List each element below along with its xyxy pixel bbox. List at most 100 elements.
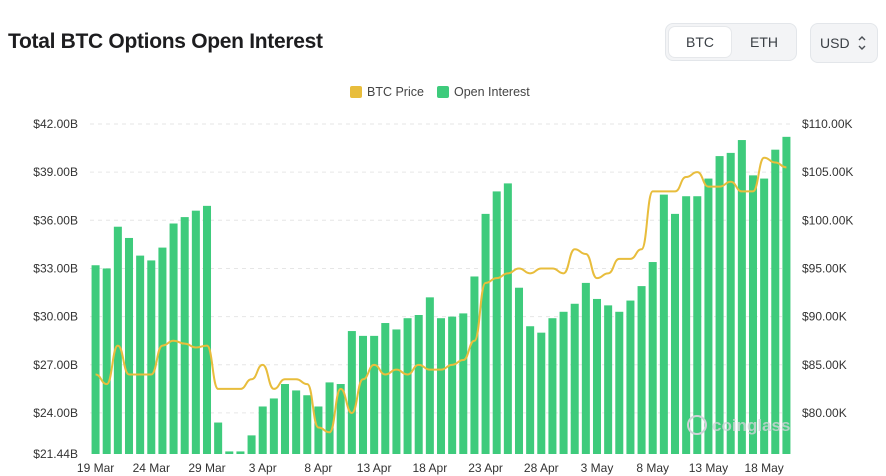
oi-bar	[202, 205, 212, 454]
oi-bar	[693, 196, 702, 455]
oi-bar	[147, 260, 156, 454]
legend-item-open-interest[interactable]: Open Interest	[437, 85, 530, 99]
currency-select[interactable]: USD	[810, 23, 878, 63]
oi-bar	[136, 255, 145, 454]
btc-price-line	[95, 156, 787, 434]
oi-bar	[448, 316, 457, 454]
oi-bar	[760, 178, 769, 454]
updown-chevron-icon	[858, 36, 866, 50]
x-tick-label: 29 Mar	[188, 461, 225, 475]
y-left-tick-label: $30.00B	[33, 310, 78, 324]
x-tick-label: 8 May	[636, 461, 669, 475]
oi-bar	[370, 335, 379, 454]
legend-swatch-open-interest	[437, 86, 449, 98]
y-right-tick-label: $85.00K	[802, 358, 847, 372]
y-right-tick-label: $95.00K	[802, 262, 847, 276]
oi-bar	[537, 332, 546, 454]
y-left-tick-label: $21.44B	[33, 447, 78, 461]
x-tick-label: 13 Apr	[357, 461, 392, 475]
oi-bar	[782, 136, 791, 454]
oi-bar	[191, 210, 200, 454]
oi-bar	[325, 382, 334, 454]
oi-bar	[225, 451, 234, 454]
currency-label: USD	[820, 35, 850, 51]
page-title: Total BTC Options Open Interest	[8, 30, 323, 53]
oi-bar	[748, 175, 758, 455]
oi-bar	[258, 406, 267, 454]
oi-bar	[392, 329, 401, 454]
oi-bar	[637, 286, 646, 454]
oi-bar	[548, 318, 557, 454]
y-right-tick-label: $100.00K	[802, 213, 853, 227]
legend-label-btc-price: BTC Price	[367, 85, 424, 99]
asset-toggle: BTC ETH	[665, 23, 797, 61]
oi-bar	[626, 300, 635, 454]
oi-bar	[492, 191, 501, 454]
oi-bar	[347, 331, 356, 454]
tab-eth[interactable]: ETH	[750, 34, 778, 50]
oi-bar	[514, 287, 524, 454]
y-right-tick-label: $110.00K	[802, 117, 853, 131]
chart-legend: BTC Price Open Interest	[0, 85, 886, 101]
oi-bar	[180, 217, 189, 454]
oi-bar	[247, 435, 256, 454]
tab-btc[interactable]: BTC	[669, 27, 731, 57]
oi-bar	[526, 326, 535, 454]
x-tick-label: 24 Mar	[133, 461, 170, 475]
y-left-tick-label: $39.00B	[33, 165, 78, 179]
oi-bar	[113, 226, 122, 454]
y-left-tick-label: $27.00B	[33, 358, 78, 372]
oi-bar	[615, 311, 624, 454]
oi-bar	[358, 335, 368, 454]
x-tick-label: 28 Apr	[524, 461, 559, 475]
legend-label-open-interest: Open Interest	[454, 85, 530, 99]
oi-bar	[659, 194, 668, 454]
oi-bar	[292, 390, 301, 454]
oi-bar	[102, 268, 111, 454]
x-tick-label: 19 Mar	[77, 461, 114, 475]
y-left-tick-label: $24.00B	[33, 406, 78, 420]
oi-bar	[459, 313, 468, 454]
oi-bar	[704, 178, 713, 454]
legend-item-btc-price[interactable]: BTC Price	[350, 85, 424, 99]
oi-bar	[314, 406, 323, 454]
y-left-tick-label: $33.00B	[33, 261, 78, 275]
oi-bar	[604, 305, 613, 454]
oi-bar	[425, 297, 434, 454]
oi-bar	[771, 149, 780, 454]
oi-bar	[236, 451, 245, 454]
oi-bar	[169, 223, 178, 454]
oi-bar	[436, 318, 446, 454]
y-right-tick-label: $105.00K	[802, 165, 853, 179]
x-tick-label: 3 Apr	[249, 461, 277, 475]
oi-bar	[470, 276, 479, 454]
oi-bar	[559, 311, 568, 454]
oi-bar	[303, 395, 312, 454]
y-right-tick-label: $80.00K	[802, 406, 847, 420]
oi-bar	[158, 247, 167, 454]
oi-bar	[214, 422, 223, 454]
y-left-tick-label: $36.00B	[33, 213, 78, 227]
x-tick-label: 23 Apr	[468, 461, 503, 475]
oi-bar	[715, 156, 724, 454]
oi-bar	[737, 140, 746, 455]
oi-bar	[280, 384, 290, 454]
oi-bar	[670, 213, 680, 454]
oi-bar	[124, 237, 134, 454]
x-tick-label: 3 May	[581, 461, 614, 475]
legend-swatch-btc-price	[350, 86, 362, 98]
x-tick-label: 18 Apr	[413, 461, 448, 475]
oi-bar	[91, 265, 100, 454]
oi-bars	[91, 136, 791, 455]
oi-bar	[682, 196, 691, 455]
watermark-logo: coinglass	[712, 416, 790, 435]
x-tick-label: 8 Apr	[304, 461, 332, 475]
oi-bar	[481, 213, 490, 454]
oi-bar	[403, 318, 412, 454]
oi-bar	[570, 303, 579, 454]
oi-bar	[592, 298, 602, 454]
oi-bar	[648, 262, 657, 454]
y-right-tick-label: $90.00K	[802, 310, 847, 324]
x-tick-label: 18 May	[744, 461, 783, 475]
